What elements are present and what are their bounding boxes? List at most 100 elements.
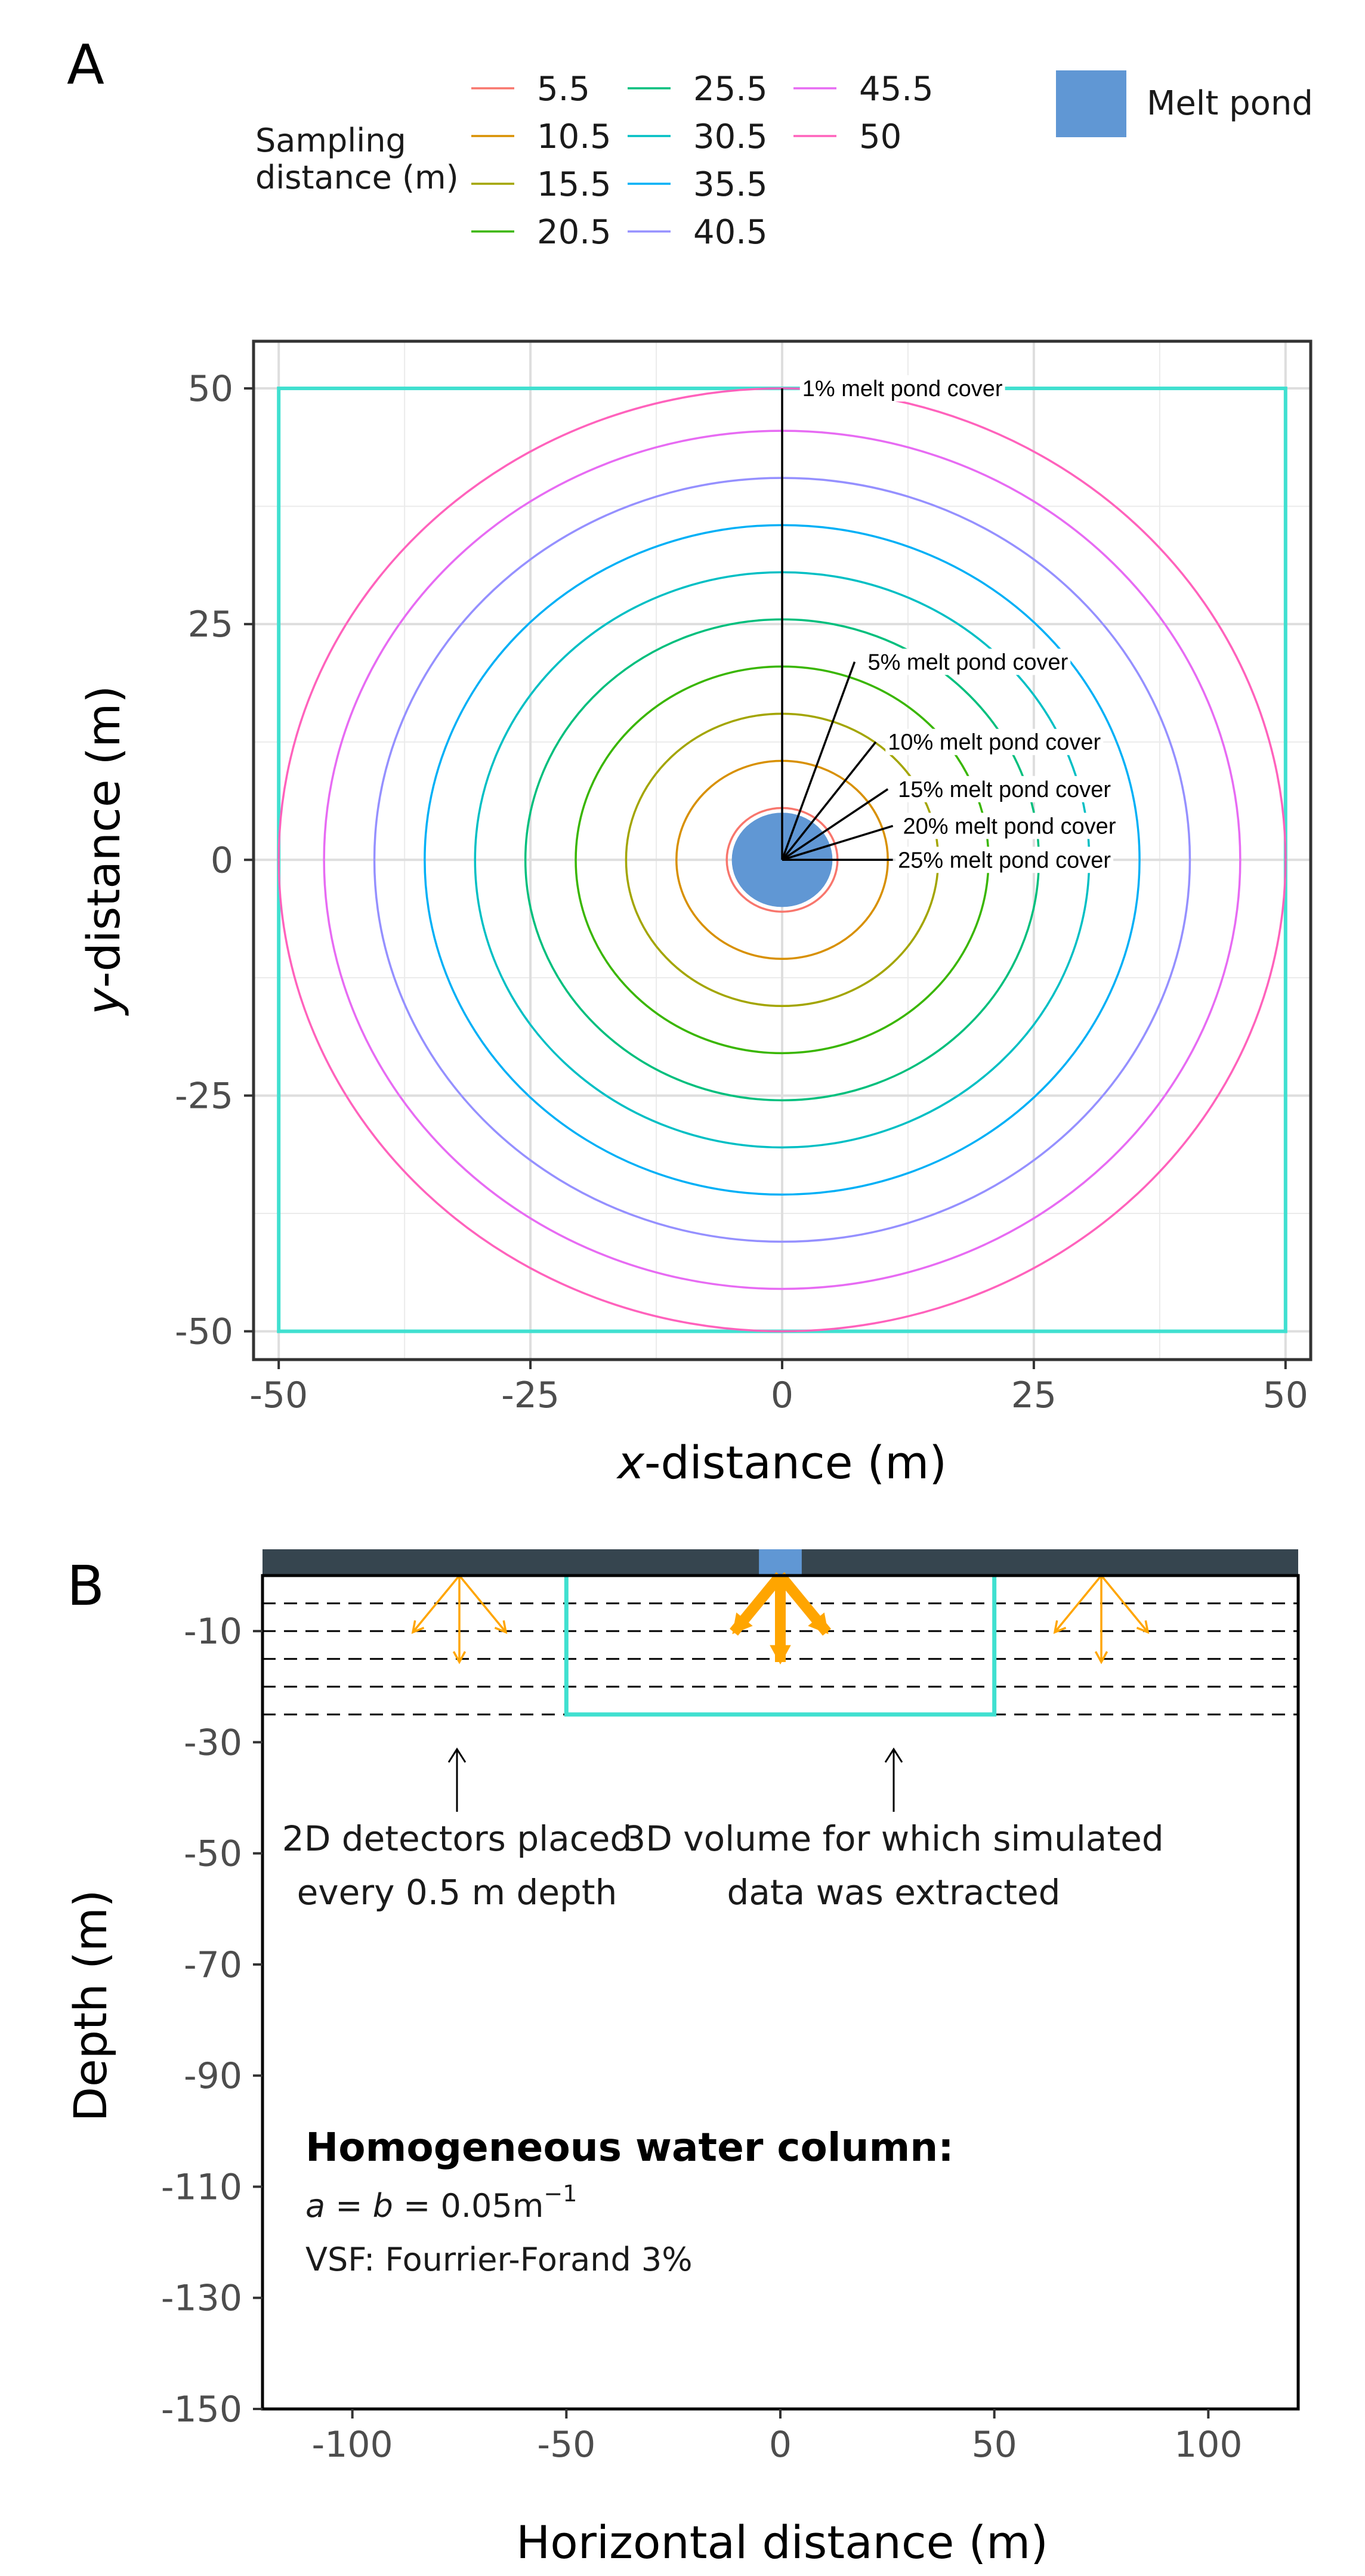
legend-items: 5.5 10.5 15.5 20.5 25.5 30.5 35.5 40.5 45.5 50: [471, 70, 934, 252]
annotation-3d-pointer-head: [884, 1747, 903, 1763]
legend-label-20.5: 20.5: [537, 213, 612, 252]
x-tick-label: 25: [1011, 1375, 1057, 1416]
cover-line-1: [781, 661, 856, 860]
cover-label-bg-5: [895, 847, 1114, 873]
y-tick-label: 50: [188, 368, 233, 410]
side-arrow-down-0-head: [452, 1651, 467, 1664]
y-axis-rest: -distance (m): [77, 685, 130, 988]
cover-line-3: [782, 788, 889, 861]
side-arrow-right-2-head: [1136, 1620, 1150, 1634]
melt-pond-surface: [759, 1549, 802, 1576]
cover-label-bg-0: [799, 375, 1005, 402]
plot-a-x-axis-title: x-distance (m): [616, 1436, 947, 1489]
y-tick-label: -10: [184, 1611, 242, 1653]
y-tick-label: -50: [175, 1311, 233, 1353]
y-tick-label: -70: [184, 1944, 242, 1986]
x-axis-var: x: [616, 1436, 645, 1489]
legend-label-30.5: 30.5: [693, 118, 768, 156]
ice-surface: [262, 1549, 1298, 1576]
x-axis-rest: -distance (m): [644, 1436, 947, 1489]
side-arrow-down-2-head: [1094, 1651, 1108, 1664]
side-arrow-right-0: [458, 1574, 507, 1633]
y-tick-label: -50: [184, 1833, 242, 1875]
light-arrows: [411, 1572, 1150, 1665]
y-tick-label: -110: [161, 2166, 242, 2208]
legend-label-15.5: 15.5: [537, 165, 612, 204]
annotation-2d-pointer-head: [447, 1747, 467, 1763]
x-tick-label: 100: [1174, 2424, 1243, 2466]
cover-line-4: [782, 824, 894, 861]
panel-b-label: B: [67, 1554, 104, 1618]
x-tick-label: -50: [537, 2424, 595, 2466]
cover-label-bg-1: [865, 648, 1071, 675]
x-tick-label: -50: [249, 1375, 308, 1416]
volume-box: [564, 1576, 997, 1717]
legend: Sampling distance (m) 5.5 10.5 15.5 20.5 25.…: [255, 70, 1313, 252]
side-arrow-right-2: [1100, 1574, 1149, 1633]
x-tick-label: 0: [771, 1375, 793, 1416]
annotation-3d-line2: data was extracted: [727, 1872, 1061, 1913]
x-tick-label: 50: [1263, 1375, 1308, 1416]
x-tick-label: -25: [501, 1375, 560, 1416]
legend-label-25.5: 25.5: [693, 70, 768, 109]
x-tick-label: -100: [312, 2424, 393, 2466]
y-tick-label: -90: [184, 2055, 242, 2097]
legend-label-35.5: 35.5: [693, 165, 768, 204]
plot-b-frame: [261, 1574, 1300, 2411]
x-tick-label: 0: [769, 2424, 792, 2466]
y-tick-label: -30: [184, 1722, 242, 1763]
legend-title-line2: distance (m): [255, 159, 459, 196]
plot-a: 1% melt pond cover 5% melt pond cover 10% …: [175, 339, 1312, 1416]
plot-b-x-axis-title: Horizontal distance (m): [516, 2516, 1048, 2569]
note-title: Homogeneous water column:: [305, 2124, 954, 2170]
note-ab: a = b = 0.05m−1: [305, 2180, 577, 2225]
legend-melt-pond-label: Melt pond: [1147, 84, 1313, 123]
cover-label-0: 1% melt pond cover: [802, 376, 1003, 401]
cover-label-5: 25% melt pond cover: [898, 848, 1111, 873]
y-tick-label: 25: [188, 604, 233, 645]
side-arrow-left-0-head: [411, 1620, 425, 1634]
legend-label-5.5: 5.5: [537, 70, 590, 109]
plot-b: -100 -50 0 50 100 -10 -30 -50 -70 -90 -110 -130 -150…: [161, 1549, 1300, 2466]
side-arrow-right-0-head: [494, 1620, 508, 1634]
cover-line-2: [781, 741, 877, 861]
legend-label-10.5: 10.5: [537, 118, 612, 156]
plot-a-y-axis-title: y-distance (m): [77, 685, 130, 1016]
plot-a-ticks: -50 -25 0 25 50 -50 -25 0 25 50: [175, 368, 1308, 1416]
y-tick-label: -25: [175, 1075, 233, 1117]
legend-melt-pond-key: [1056, 70, 1126, 137]
cover-label-1: 5% melt pond cover: [867, 650, 1068, 675]
side-arrow-left-0: [412, 1574, 461, 1633]
annotation-3d-line1: 3D volume for which simulated: [623, 1818, 1163, 1859]
cover-label-4: 20% melt pond cover: [903, 814, 1116, 839]
center-arrow-down-head: [770, 1645, 791, 1665]
y-tick-label: 0: [211, 839, 233, 881]
legend-title-line1: Sampling: [255, 122, 406, 159]
legend-label-45.5: 45.5: [859, 70, 934, 109]
annotation-2d-line1: 2D detectors placed: [282, 1818, 632, 1859]
cover-label-2: 10% melt pond cover: [888, 730, 1101, 755]
y-axis-var: y: [77, 987, 130, 1016]
note-vsf: VSF: Fourrier-Forand 3%: [305, 2241, 693, 2278]
center-arrow-left-head: [732, 1612, 753, 1635]
legend-label-50: 50: [859, 118, 901, 156]
cover-annotations: 1% melt pond cover 5% melt pond cover 10% …: [781, 375, 1119, 873]
y-tick-label: -130: [161, 2278, 242, 2319]
legend-label-40.5: 40.5: [693, 213, 768, 252]
annotation-2d-line2: every 0.5 m depth: [297, 1872, 617, 1913]
plot-b-ticks: -100 -50 0 50 100 -10 -30 -50 -70 -90 -110 -130 -150: [161, 1611, 1243, 2466]
x-tick-label: 50: [971, 2424, 1017, 2466]
center-arrow-right-head: [808, 1612, 829, 1635]
detector-lines: [262, 1602, 1298, 1716]
y-tick-label: -150: [161, 2389, 242, 2430]
cover-label-bg-3: [895, 776, 1114, 802]
plot-b-y-axis-title: Depth (m): [64, 1890, 117, 2122]
volume-box-outline: [564, 1576, 997, 1717]
side-arrow-left-2-head: [1053, 1620, 1067, 1634]
cover-label-3: 15% melt pond cover: [898, 777, 1111, 802]
cover-label-bg-4: [900, 813, 1119, 839]
panel-a-label: A: [67, 33, 104, 97]
cover-label-bg-2: [885, 728, 1104, 755]
side-arrow-left-2: [1054, 1574, 1102, 1633]
